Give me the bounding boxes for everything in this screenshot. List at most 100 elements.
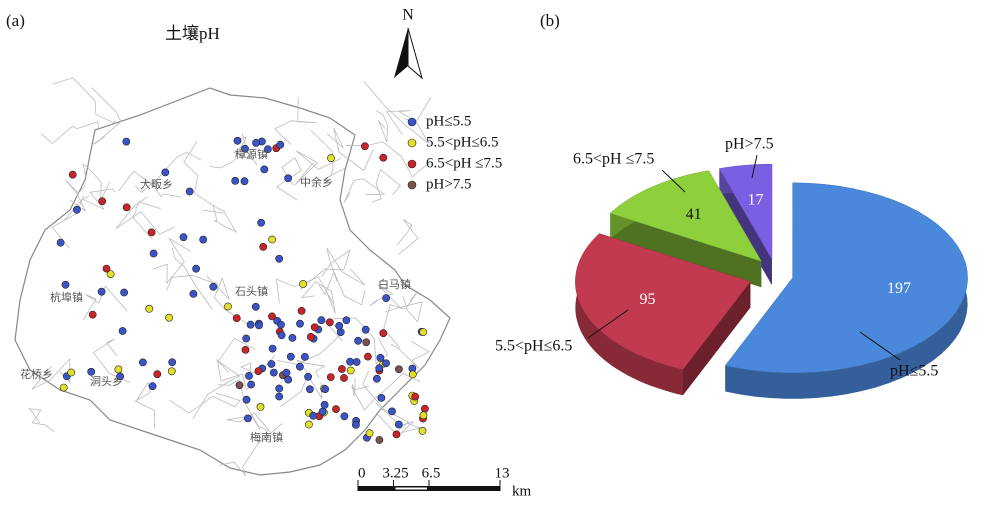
sample-site <box>346 357 354 366</box>
sample-site <box>269 368 278 377</box>
sample-site <box>284 174 292 183</box>
sample-site <box>419 411 428 420</box>
legend-label: 5.5<pH≤6.5 <box>426 134 499 150</box>
legend-dot <box>407 159 417 169</box>
sample-site <box>189 289 198 298</box>
sample-site <box>304 372 312 381</box>
sample-site <box>342 316 351 325</box>
sample-site <box>98 197 107 206</box>
map-title: 土壤pH <box>165 23 220 43</box>
boundary <box>362 370 410 434</box>
sample-site <box>309 411 318 420</box>
place-name: 梅南镇 <box>250 430 283 444</box>
place-name: 石头镇 <box>235 284 268 298</box>
sample-site <box>317 316 326 325</box>
sample-site <box>167 367 176 376</box>
sample-site <box>263 145 272 153</box>
boundary <box>299 248 351 291</box>
sample-site <box>61 280 70 289</box>
sample-site <box>340 374 348 382</box>
sample-site <box>320 400 329 409</box>
sample-site <box>106 270 115 278</box>
boundary <box>166 274 218 293</box>
boundary <box>375 110 389 143</box>
sample-site <box>284 375 293 384</box>
legend-label: 6.5<pH ≤7.5 <box>426 155 502 171</box>
sample-site <box>102 264 111 273</box>
sample-site <box>242 334 251 343</box>
sample-site <box>337 365 346 373</box>
sample-site <box>243 414 252 423</box>
panel-label: (b) <box>540 11 560 30</box>
sample-site <box>185 187 194 196</box>
sample-site <box>231 176 240 185</box>
slice-side <box>725 182 968 399</box>
boundary <box>326 127 374 172</box>
boundary <box>82 163 111 201</box>
boundaries <box>28 77 432 477</box>
sample-site <box>282 368 291 377</box>
sample-site <box>394 365 403 374</box>
sample-site <box>362 338 371 347</box>
sample-site <box>257 218 265 227</box>
place-name: 白马镇 <box>378 277 411 291</box>
sample-site <box>268 235 276 244</box>
boundary <box>310 130 346 180</box>
sample-site <box>116 372 124 381</box>
sample-site <box>122 137 131 146</box>
scale-tick-label: 6.5 <box>422 465 441 481</box>
sample-site <box>419 328 428 336</box>
slice-wall <box>719 168 772 286</box>
place-name: 中余乡 <box>300 175 333 189</box>
place-name: 大畈乡 <box>140 177 173 191</box>
pie-slice <box>718 163 773 261</box>
sample-site <box>346 366 355 375</box>
sample-site <box>268 344 277 353</box>
scale-unit: km <box>512 483 532 499</box>
boundary <box>31 357 71 390</box>
sample-site <box>340 412 349 421</box>
sample-site <box>241 345 250 354</box>
sample-site <box>326 373 335 381</box>
sample-site <box>318 407 327 416</box>
sample-site <box>377 393 386 402</box>
sample-site <box>297 306 306 315</box>
sample-site <box>388 407 396 416</box>
boundary <box>276 157 302 201</box>
sample-site <box>252 138 260 147</box>
sample-site <box>288 333 297 342</box>
place-name: 杭埠镇 <box>50 290 83 304</box>
category-label: 5.5<pH≤6.5 <box>495 338 572 355</box>
arrow-half <box>407 27 423 80</box>
value-label: 197 <box>887 280 911 297</box>
category-label: pH>7.5 <box>725 136 774 153</box>
sample-site <box>242 395 251 404</box>
boundary <box>52 77 116 124</box>
boundary <box>371 168 402 203</box>
leader-line <box>661 169 686 193</box>
boundary <box>226 412 271 432</box>
pie-slice <box>609 170 762 262</box>
sample-site <box>168 358 177 367</box>
sample-site <box>276 140 285 149</box>
boundary <box>318 270 366 306</box>
legend-label: pH≤5.5 <box>426 113 471 129</box>
sample-site <box>268 312 276 321</box>
sample-site <box>233 136 242 145</box>
sample-site <box>354 336 362 345</box>
pie-slice <box>724 182 968 373</box>
boundary <box>363 80 430 144</box>
place-name: 洞头乡 <box>90 375 123 388</box>
sample-site <box>382 294 390 302</box>
sample-site <box>87 367 96 376</box>
category-label: pH≤5.5 <box>890 363 938 380</box>
sample-site <box>232 314 241 322</box>
legend-dot <box>407 117 417 127</box>
sample-site <box>375 436 384 444</box>
boundary <box>219 423 283 477</box>
boundary <box>217 379 270 432</box>
sample-site <box>277 331 286 340</box>
boundary <box>91 87 122 145</box>
sample-site <box>256 402 265 411</box>
boundary <box>333 317 388 365</box>
